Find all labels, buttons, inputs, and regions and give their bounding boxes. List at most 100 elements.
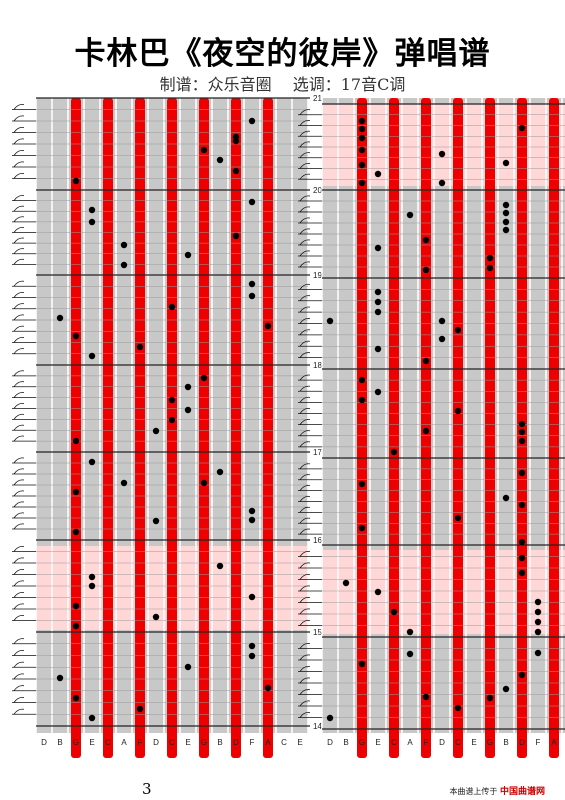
note-dot bbox=[200, 146, 208, 154]
note-dot bbox=[502, 226, 510, 234]
red-tine bbox=[103, 98, 113, 758]
rhythm-flag-icon bbox=[12, 280, 36, 287]
key-label: C bbox=[105, 738, 111, 747]
note-dot bbox=[88, 573, 96, 581]
rhythm-flag-icon bbox=[298, 407, 322, 414]
note-dot bbox=[88, 714, 96, 722]
note-dot bbox=[406, 628, 414, 636]
rhythm-flag-icon bbox=[298, 517, 322, 524]
rhythm-flag-icon bbox=[12, 149, 36, 156]
rhythm-flag-icon bbox=[12, 673, 36, 680]
note-dot bbox=[374, 388, 382, 396]
red-tine bbox=[231, 98, 241, 758]
rhythm-flag-icon bbox=[298, 463, 322, 470]
note-dot bbox=[120, 261, 128, 269]
rhythm-flag-icon bbox=[12, 161, 36, 168]
note-dot bbox=[264, 322, 272, 330]
key-label: A bbox=[121, 738, 127, 747]
rhythm-flag-icon bbox=[12, 103, 36, 110]
rhythm-flag-icon bbox=[12, 468, 36, 475]
key-label: C bbox=[281, 738, 287, 747]
rhythm-flag-icon bbox=[298, 396, 322, 403]
rhythm-flag-icon bbox=[298, 217, 322, 224]
note-dot bbox=[358, 146, 366, 154]
rhythm-flag-icon bbox=[298, 130, 322, 137]
note-dot bbox=[120, 241, 128, 249]
rhythm-flag-icon bbox=[298, 283, 322, 290]
note-dot bbox=[248, 593, 256, 601]
rhythm-flag-icon bbox=[298, 119, 322, 126]
rhythm-flag-icon bbox=[12, 325, 36, 332]
note-dot bbox=[374, 298, 382, 306]
note-dot bbox=[422, 236, 430, 244]
rhythm-flag-icon bbox=[12, 661, 36, 668]
red-tine bbox=[135, 98, 145, 758]
red-tine bbox=[199, 98, 209, 758]
note-dot bbox=[72, 602, 80, 610]
rhythm-flag-icon bbox=[298, 430, 322, 437]
rhythm-flag-icon bbox=[12, 126, 36, 133]
note-dot bbox=[152, 517, 160, 525]
rhythm-flag-icon bbox=[12, 696, 36, 703]
rhythm-flag-icon bbox=[12, 501, 36, 508]
rhythm-flag-icon bbox=[298, 474, 322, 481]
key-label: F bbox=[138, 738, 143, 747]
note-dot bbox=[358, 396, 366, 404]
tab-column-right: 2827262524232221DBGECAFDCEGBDFACE bbox=[298, 98, 565, 758]
tab-column-left: 21 20 19 18 17 16 15 14 D B G E C A F D C E G B D F A C E bbox=[12, 94, 322, 758]
note-dot bbox=[454, 704, 462, 712]
rhythm-flag-icon bbox=[298, 550, 322, 557]
key-label: D bbox=[153, 738, 159, 747]
note-dot bbox=[358, 125, 366, 133]
note-dot bbox=[502, 201, 510, 209]
note-dot bbox=[502, 209, 510, 217]
note-dot bbox=[200, 374, 208, 382]
rhythm-flag-icon bbox=[298, 295, 322, 302]
note-dot bbox=[216, 562, 224, 570]
rhythm-flag-icon bbox=[298, 306, 322, 313]
note-dot bbox=[152, 613, 160, 621]
note-dot bbox=[168, 303, 176, 311]
rhythm-flag-icon bbox=[12, 336, 36, 343]
page-title: 卡林巴《夜空的彼岸》弹唱谱 bbox=[74, 36, 491, 72]
note-dot bbox=[518, 671, 526, 679]
rhythm-flag-icon bbox=[12, 424, 36, 431]
key-label: E bbox=[185, 738, 190, 747]
note-dot bbox=[518, 554, 526, 562]
note-dot bbox=[406, 211, 414, 219]
key-label: B bbox=[57, 738, 62, 747]
footer-credit: 本曲谱上传于 中国曲谱网 bbox=[449, 784, 545, 797]
rhythm-flag-icon bbox=[12, 591, 36, 598]
note-dot bbox=[358, 161, 366, 169]
note-dot bbox=[486, 264, 494, 272]
rhythm-flag-icon bbox=[298, 528, 322, 535]
rhythm-flag-icon bbox=[12, 413, 36, 420]
note-dot bbox=[88, 582, 96, 590]
note-dot bbox=[374, 288, 382, 296]
rhythm-flag-icon bbox=[12, 392, 36, 399]
rhythm-flag-icon bbox=[12, 457, 36, 464]
rhythm-flag-icon bbox=[12, 172, 36, 179]
subtitle: 制谱：众乐音圈 选调：17音C调 bbox=[0, 71, 565, 95]
note-dot bbox=[88, 206, 96, 214]
rhythm-flag-icon bbox=[12, 115, 36, 122]
rhythm-flag-icon bbox=[298, 385, 322, 392]
rhythm-flag-icon bbox=[298, 654, 322, 661]
rhythm-flag-icon bbox=[298, 228, 322, 235]
note-dot bbox=[422, 266, 430, 274]
rhythm-flag-icon bbox=[12, 479, 36, 486]
rhythm-flag-icon bbox=[298, 329, 322, 336]
key-label: B bbox=[343, 738, 348, 747]
rhythm-flag-icon bbox=[298, 195, 322, 202]
rhythm-flag-icon bbox=[12, 557, 36, 564]
note-dot bbox=[136, 343, 144, 351]
note-dot bbox=[422, 693, 430, 701]
red-tine bbox=[517, 98, 527, 758]
note-dot bbox=[358, 376, 366, 384]
note-dot bbox=[518, 538, 526, 546]
note-dot bbox=[72, 528, 80, 536]
note-dot bbox=[518, 569, 526, 577]
site-logo-text: 中国曲谱网 bbox=[499, 787, 545, 797]
key-label: 选调：17音C调 bbox=[292, 75, 406, 94]
